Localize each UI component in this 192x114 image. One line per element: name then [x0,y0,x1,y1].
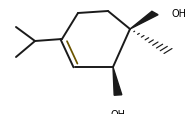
Polygon shape [130,12,158,30]
Polygon shape [113,67,122,95]
Text: OH: OH [111,109,126,114]
Text: OH: OH [172,9,187,19]
